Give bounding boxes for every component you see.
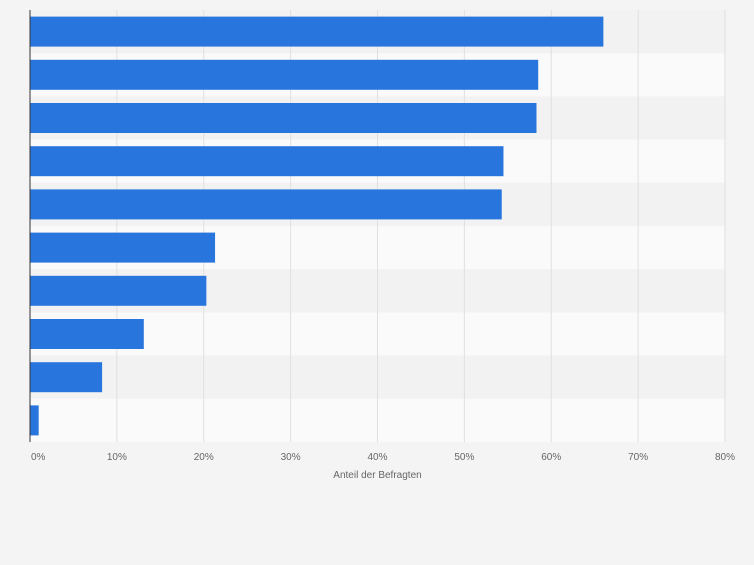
- bar: [30, 319, 144, 349]
- bar: [30, 59, 539, 90]
- bar: [30, 405, 39, 436]
- x-tick-label: 70%: [628, 452, 648, 463]
- x-axis-label: Anteil der Befragten: [333, 470, 421, 481]
- x-tick-label: 60%: [541, 452, 561, 463]
- bar: [30, 232, 216, 263]
- bar: [30, 275, 207, 306]
- x-tick-label: 10%: [107, 452, 127, 463]
- x-axis-ticks: 0% 10% 20% 30% 40% 50% 60% 70% 80%: [31, 452, 735, 463]
- bar: [30, 103, 537, 133]
- x-tick-label: 50%: [454, 452, 474, 463]
- x-tick-label: 40%: [367, 452, 387, 463]
- bar: [30, 362, 103, 393]
- bar: [30, 16, 604, 47]
- x-tick-label: 30%: [281, 452, 301, 463]
- bar: [30, 189, 502, 220]
- x-tick-label: 20%: [194, 452, 214, 463]
- x-tick-label: 80%: [715, 452, 735, 463]
- bar: [30, 146, 504, 177]
- x-tick-label: 0%: [31, 452, 46, 463]
- bar-series: [30, 16, 604, 436]
